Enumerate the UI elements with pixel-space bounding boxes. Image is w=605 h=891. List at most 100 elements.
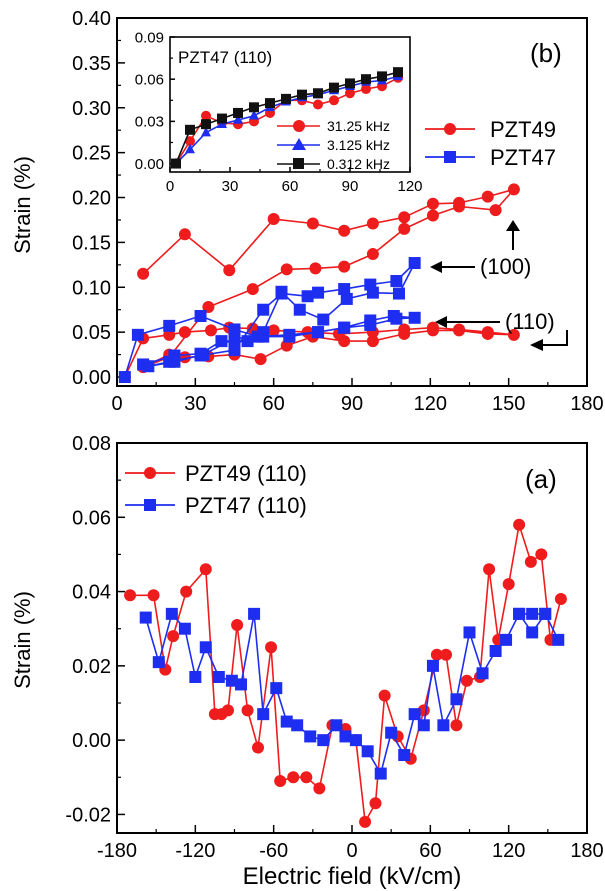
data-point-pzt49-110 xyxy=(513,518,526,531)
data-point-pzt47 xyxy=(387,309,400,322)
data-point-pzt49 xyxy=(366,335,379,348)
data-point-pzt49 xyxy=(223,264,236,277)
arrow-110-elbow xyxy=(542,330,568,346)
data-point-pzt47-110 xyxy=(361,745,374,758)
data-point-pzt49-110 xyxy=(274,775,287,787)
data-point-pzt47-110 xyxy=(385,726,398,739)
data-point-pzt47-110 xyxy=(513,607,526,620)
annotation-100-label: (100) xyxy=(480,254,531,279)
data-point-pzt47-110 xyxy=(349,734,362,747)
inset-marks xyxy=(171,67,403,169)
y-tick-label: 0.30 xyxy=(72,98,111,120)
data-point-pzt49-110 xyxy=(167,630,180,643)
data-point-pzt47 xyxy=(168,349,181,362)
inset-legend-0312-marker xyxy=(293,158,304,169)
data-point-pzt47-110 xyxy=(437,719,450,732)
data-point-31-25-khz xyxy=(313,99,323,110)
arrow-110-head xyxy=(435,316,447,328)
data-point-0-312-khz xyxy=(297,89,307,100)
data-point-pzt47-110 xyxy=(330,719,343,732)
data-point-pzt47-110 xyxy=(398,749,411,761)
data-point-pzt47 xyxy=(317,313,330,326)
panel-b-legend: PZT49 PZT47 xyxy=(425,117,556,170)
x-tick-label: 30 xyxy=(222,178,239,195)
data-point-pzt47 xyxy=(228,344,241,357)
data-point-pzt47-110 xyxy=(552,633,565,646)
y-tick-label: 0.40 xyxy=(72,8,111,30)
data-point-pzt49 xyxy=(426,324,439,337)
data-point-pzt47 xyxy=(393,287,405,300)
data-point-pzt49-110 xyxy=(124,589,137,602)
data-point-pzt49-110 xyxy=(554,593,567,605)
data-point-pzt47-110 xyxy=(212,671,225,683)
data-point-pzt49 xyxy=(507,183,520,196)
data-point-31-25-khz xyxy=(201,110,211,121)
data-point-pzt49-110 xyxy=(265,641,278,654)
data-point-pzt49 xyxy=(453,196,466,209)
data-point-pzt47-110 xyxy=(165,607,178,620)
x-tick-label: 120 xyxy=(492,840,525,862)
x-tick-label: 90 xyxy=(341,393,363,415)
data-point-pzt49-110 xyxy=(221,704,234,717)
data-point-31-25-khz xyxy=(329,95,339,106)
data-point-pzt47-110 xyxy=(225,674,238,687)
y-tick-label: 0.00 xyxy=(72,730,111,752)
data-point-0-312-khz xyxy=(171,158,181,169)
data-point-pzt47 xyxy=(366,286,379,299)
data-point-pzt49 xyxy=(338,335,351,348)
data-point-3-125-khz xyxy=(233,114,243,124)
data-point-pzt47 xyxy=(283,330,296,343)
data-point-pzt47 xyxy=(293,303,306,316)
data-point-pzt49-110 xyxy=(535,548,548,561)
y-tick-label: 0.00 xyxy=(135,156,164,173)
data-point-0-312-khz xyxy=(313,88,323,99)
x-tick-label: 30 xyxy=(184,393,206,415)
data-point-0-312-khz xyxy=(393,67,403,78)
data-point-pzt47-110 xyxy=(178,622,191,635)
data-point-pzt49 xyxy=(398,211,411,224)
data-point-pzt47-110 xyxy=(139,611,152,624)
data-point-pzt49 xyxy=(280,263,293,276)
data-point-pzt47 xyxy=(215,335,228,348)
data-point-pzt47 xyxy=(340,292,353,305)
data-point-pzt47-110 xyxy=(317,734,330,747)
data-point-pzt49-110 xyxy=(241,704,254,717)
data-point-pzt47-110 xyxy=(189,671,202,683)
x-tick-label: 150 xyxy=(492,393,525,415)
x-tick-label: 120 xyxy=(414,393,447,415)
y-tick-label: 0.35 xyxy=(72,53,111,75)
data-point-pzt49 xyxy=(254,353,267,366)
data-point-pzt49 xyxy=(398,222,411,235)
data-point-31-25-khz xyxy=(185,136,195,147)
data-point-0-312-khz xyxy=(345,78,355,89)
data-point-pzt49-110 xyxy=(313,782,326,795)
data-point-31-25-khz xyxy=(345,88,355,99)
data-point-pzt49 xyxy=(507,328,520,341)
data-point-pzt49-110 xyxy=(199,563,212,576)
data-point-pzt49 xyxy=(453,324,466,337)
x-tick-label: 60 xyxy=(419,840,441,862)
y-tick-label: 0.04 xyxy=(72,582,111,604)
data-point-pzt49 xyxy=(267,213,280,226)
data-point-pzt49-110 xyxy=(430,648,443,661)
data-point-pzt47-110 xyxy=(426,659,439,672)
panel-b-annotations: (100) (110) xyxy=(430,220,568,351)
data-point-pzt47-110 xyxy=(374,767,387,780)
series-line-pzt49 xyxy=(124,188,515,378)
data-point-pzt47-110 xyxy=(339,730,352,743)
arrow-110-elbow-head xyxy=(530,339,543,351)
panel-a-marks xyxy=(124,518,567,828)
data-point-pzt47-110 xyxy=(539,607,552,620)
data-point-pzt47-110 xyxy=(417,719,430,732)
data-point-pzt47-110 xyxy=(270,682,283,695)
data-point-pzt49 xyxy=(309,262,322,275)
legend-pzt47-label: PZT47 xyxy=(490,145,556,170)
legend-pzt49-marker xyxy=(444,123,456,135)
data-point-pzt47 xyxy=(275,285,288,298)
x-tick-label: 0 xyxy=(346,840,357,862)
data-point-pzt47-110 xyxy=(257,708,270,721)
data-point-pzt47 xyxy=(241,335,254,348)
data-point-pzt49 xyxy=(338,260,351,273)
data-point-31-25-khz xyxy=(361,84,371,95)
y-tick-label: 0.03 xyxy=(135,114,164,131)
